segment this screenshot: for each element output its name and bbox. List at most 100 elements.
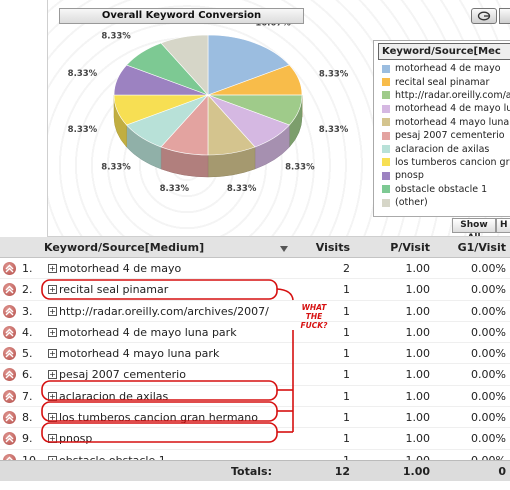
expand-icon[interactable]: + <box>48 413 57 423</box>
table-row[interactable]: 3. + http://radar.oreilly.com/archives/200… <box>0 301 510 322</box>
table-row[interactable]: 1. + motorhead 4 de mayo 2 1.00 0.00% <box>0 258 510 280</box>
totals-pvisit: 1.00 <box>402 465 430 478</box>
pie-toggle-icon <box>477 11 491 21</box>
chart-options-button[interactable] <box>471 8 497 24</box>
legend-label: recital seal pinamar <box>395 76 490 88</box>
keyword-link[interactable]: motorhead 4 de mayo luna park <box>59 325 237 339</box>
legend-swatch <box>382 171 390 180</box>
legend-item[interactable]: pesaj 2007 cementerio <box>374 129 510 142</box>
expand-icon[interactable]: + <box>48 327 57 337</box>
pie-percent-label: 8.33% <box>319 69 349 79</box>
keyword-link[interactable]: motorhead 4 de mayo <box>59 262 182 275</box>
pie-percent-label: 8.33% <box>160 184 190 194</box>
row-action-icon[interactable] <box>3 411 16 425</box>
legend-item[interactable]: motorhead 4 mayo luna par <box>374 116 510 129</box>
col-keyword[interactable]: Keyword/Source[Medium] <box>44 241 205 254</box>
row-action-icon[interactable] <box>3 283 16 297</box>
row-action-icon[interactable] <box>3 304 16 318</box>
chart-next-button[interactable] <box>499 8 510 24</box>
pvisit-cell: 1.00 <box>405 283 431 297</box>
col-visits[interactable]: Visits <box>315 241 350 254</box>
expand-icon[interactable]: + <box>48 434 57 444</box>
row-action-icon[interactable] <box>3 347 16 361</box>
keyword-link[interactable]: recital seal pinamar <box>59 283 169 297</box>
row-action-icon[interactable] <box>3 325 16 339</box>
table-row[interactable]: 7. + aclaracion de axilas 1 1.00 0.00% <box>0 386 510 408</box>
legend-label: pesaj 2007 cementerio <box>395 130 505 142</box>
table-row[interactable]: 5. + motorhead 4 mayo luna park 1 1.00 0.00% <box>0 343 510 365</box>
row-action-icon[interactable] <box>3 389 16 403</box>
row-action-icon[interactable] <box>3 368 16 382</box>
pie-percent-label: 8.33% <box>101 32 131 42</box>
g1visit-cell: 0.00% <box>471 262 506 275</box>
pvisit-cell: 1.00 <box>405 347 431 361</box>
g1visit-cell: 0.00% <box>471 389 506 403</box>
table-row[interactable]: 9. + pnosp 1 1.00 0.00% <box>0 428 510 450</box>
legend-label: motorhead 4 de mayo luna <box>395 103 510 115</box>
table-row[interactable]: 4. + motorhead 4 de mayo luna park 1 1.00 0.0… <box>0 322 510 344</box>
g1visit-cell: 0.00% <box>471 283 506 297</box>
legend-item[interactable]: (other) <box>374 196 510 209</box>
pvisit-cell: 1.00 <box>405 304 431 318</box>
legend-swatch <box>382 78 390 87</box>
row-number: 1. <box>22 262 33 275</box>
g1visit-cell: 0.00% <box>471 347 506 361</box>
keyword-link[interactable]: http://radar.oreilly.com/archives/2007/0… <box>59 304 269 318</box>
legend-item[interactable]: pnosp <box>374 169 510 182</box>
chart-title: Overall Keyword Conversion <box>59 8 304 24</box>
totals-label: Totals: <box>231 465 272 478</box>
hide-button[interactable]: H <box>496 218 510 233</box>
legend-label: obstacle obstacle 1 <box>395 183 488 195</box>
legend-item[interactable]: motorhead 4 de mayo luna <box>374 102 510 115</box>
sort-desc-icon[interactable] <box>280 242 288 255</box>
keyword-link[interactable]: los tumberos cancion gran hermano <box>59 411 259 425</box>
legend-item[interactable]: motorhead 4 de mayo <box>374 62 510 75</box>
row-number: 5. <box>22 347 33 361</box>
chart-panel: 16.67%8.33%8.33%8.33%8.33%8.33%8.33%8.33… <box>47 0 510 237</box>
legend-swatch <box>382 145 390 154</box>
pie-percent-label: 8.33% <box>227 184 257 194</box>
pie-percent-label: 8.33% <box>285 163 315 173</box>
row-number: 7. <box>22 389 33 403</box>
legend-item[interactable]: recital seal pinamar <box>374 75 510 88</box>
expand-icon[interactable]: + <box>48 285 57 295</box>
legend-label: los tumberos cancion gran <box>395 156 510 168</box>
pie-chart: 16.67%8.33%8.33%8.33%8.33%8.33%8.33%8.33… <box>68 10 349 194</box>
legend-item[interactable]: los tumberos cancion gran <box>374 156 510 169</box>
pie-slice <box>207 34 290 96</box>
pvisit-cell: 1.00 <box>405 389 431 403</box>
keyword-link[interactable]: pnosp <box>59 432 93 446</box>
row-number: 9. <box>22 432 33 446</box>
keyword-link[interactable]: motorhead 4 mayo luna park <box>59 347 220 361</box>
g1visit-cell: 0.00% <box>471 304 506 318</box>
visits-cell: 1 <box>343 389 350 403</box>
expand-icon[interactable]: + <box>48 349 57 359</box>
keyword-link[interactable]: aclaracion de axilas <box>59 389 169 403</box>
expand-icon[interactable]: + <box>48 264 57 273</box>
keyword-link[interactable]: pesaj 2007 cementerio <box>59 368 186 382</box>
legend-item[interactable]: obstacle obstacle 1 <box>374 183 510 196</box>
pvisit-cell: 1.00 <box>405 432 431 446</box>
row-action-icon[interactable] <box>3 432 16 446</box>
g1visit-cell: 0.00% <box>471 432 506 446</box>
expand-icon[interactable]: + <box>48 391 57 401</box>
show-all-button[interactable]: Show All <box>452 218 496 236</box>
table-row[interactable]: 6. + pesaj 2007 cementerio 1 1.00 0.00% <box>0 364 510 386</box>
visits-cell: 1 <box>343 347 350 361</box>
annotation-text: WHAT THE FUCK? <box>300 303 328 330</box>
legend-swatch <box>382 104 390 113</box>
legend-item[interactable]: http://radar.oreilly.com/arc <box>374 89 510 102</box>
pie-percent-label: 8.33% <box>68 125 98 135</box>
expand-icon[interactable]: + <box>48 306 57 316</box>
table-row[interactable]: 8. + los tumberos cancion gran hermano 1 1.0… <box>0 407 510 429</box>
pvisit-cell: 1.00 <box>405 325 431 339</box>
legend-item[interactable]: aclaracion de axilas <box>374 142 510 155</box>
chart-legend: Keyword/Source[Mec motorhead 4 de mayo re… <box>373 40 510 217</box>
row-action-icon[interactable] <box>3 262 16 275</box>
table-row[interactable]: 2. + recital seal pinamar 1 1.00 0.00% <box>0 279 510 301</box>
visits-cell: 1 <box>343 325 350 339</box>
expand-icon[interactable]: + <box>48 370 57 380</box>
col-pvisit[interactable]: P/Visit <box>390 241 430 254</box>
col-g1visit[interactable]: G1/Visit <box>457 241 506 254</box>
legend-swatch <box>382 198 390 207</box>
